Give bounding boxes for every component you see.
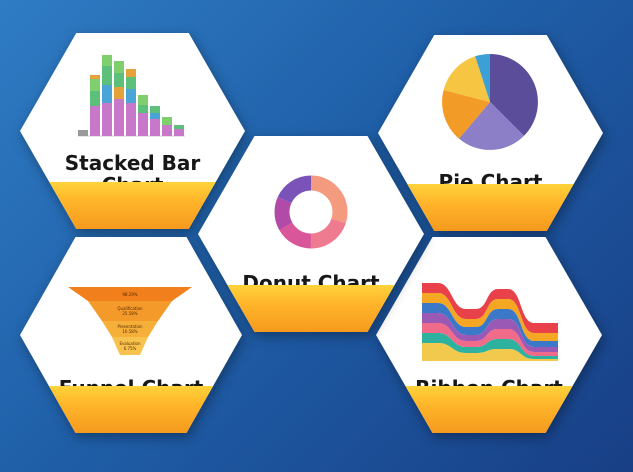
funnel-stage-value: 16.58% — [122, 329, 137, 334]
funnel-stage-value: 98.29% — [122, 292, 137, 297]
ribbon-band — [422, 313, 558, 352]
funnel-stage-name: Qualification — [117, 306, 143, 311]
bar-segment — [102, 66, 112, 85]
bar-segment — [114, 99, 124, 136]
pie-slice — [490, 54, 538, 136]
ribbon-band — [422, 323, 558, 356]
bar-segment — [90, 79, 100, 91]
funnel-card: 98.29% Qualification 25.58% Presentation… — [20, 237, 242, 433]
funnel-stage — [68, 287, 192, 301]
bar-segment — [114, 61, 124, 73]
bar-segment — [126, 77, 136, 89]
bar-segment — [90, 91, 100, 106]
ribbon-band — [422, 333, 558, 359]
funnel-stage — [88, 301, 172, 321]
ribbon-band-footer — [376, 385, 602, 433]
bar-segment — [162, 125, 172, 136]
bar-segment — [126, 89, 136, 103]
bar-segment — [138, 113, 148, 136]
ribbon-chart-thumbnail — [422, 283, 558, 361]
donut-segment — [274, 175, 348, 249]
bar-segment — [150, 119, 160, 136]
funnel-stage — [112, 337, 148, 355]
bar-segment — [174, 129, 184, 136]
donut-chart-thumbnail — [274, 175, 348, 249]
bar-segment — [90, 106, 100, 136]
funnel-stage — [102, 321, 158, 337]
funnel-band — [20, 385, 242, 433]
stacked-bar-card: Stacked Bar Chart — [20, 33, 245, 229]
bar-segment — [138, 95, 148, 105]
funnel-stage-name: Presentation — [117, 324, 143, 329]
pie-slice — [442, 90, 490, 139]
bar-segment — [138, 105, 148, 113]
bar-segment — [150, 106, 160, 113]
ribbon-band — [422, 303, 558, 347]
donut-band — [198, 284, 424, 332]
bar-segment — [90, 75, 100, 79]
pie-slice — [443, 56, 490, 102]
stacked-bar-chart-thumbnail — [78, 55, 185, 137]
ribbon-band — [422, 293, 558, 341]
ribbon-card: Ribbon Chart — [376, 237, 602, 433]
bar-segment — [102, 55, 112, 66]
pie-card: Pie Chart — [378, 35, 603, 231]
funnel-stage-value: 6.75% — [124, 346, 137, 351]
pie-slice — [459, 102, 524, 150]
bar-segment — [174, 125, 184, 129]
pie-chart-thumbnail — [442, 53, 538, 150]
bar-segment — [126, 103, 136, 136]
bar-segment — [162, 117, 172, 125]
bar-segment — [126, 69, 136, 77]
ribbon-band — [422, 283, 558, 333]
bar-segment — [150, 113, 160, 119]
bar-segment — [114, 87, 124, 99]
donut-card: Donut Chart — [198, 136, 424, 332]
pie-slice — [475, 53, 490, 102]
funnel-stage-value: 25.58% — [122, 311, 137, 316]
ribbon-band — [422, 343, 558, 361]
donut-segment — [274, 175, 348, 249]
bar-segment — [78, 130, 88, 136]
bar-segment — [102, 85, 112, 103]
stacked-bar-label-line1: Stacked Bar — [64, 151, 201, 175]
funnel-chart-thumbnail: 98.29% Qualification 25.58% Presentation… — [68, 287, 192, 355]
funnel-stage-name: Evaluation — [119, 341, 141, 346]
donut-segment — [274, 175, 348, 249]
bar-segment — [102, 103, 112, 136]
bar-segment — [114, 73, 124, 87]
